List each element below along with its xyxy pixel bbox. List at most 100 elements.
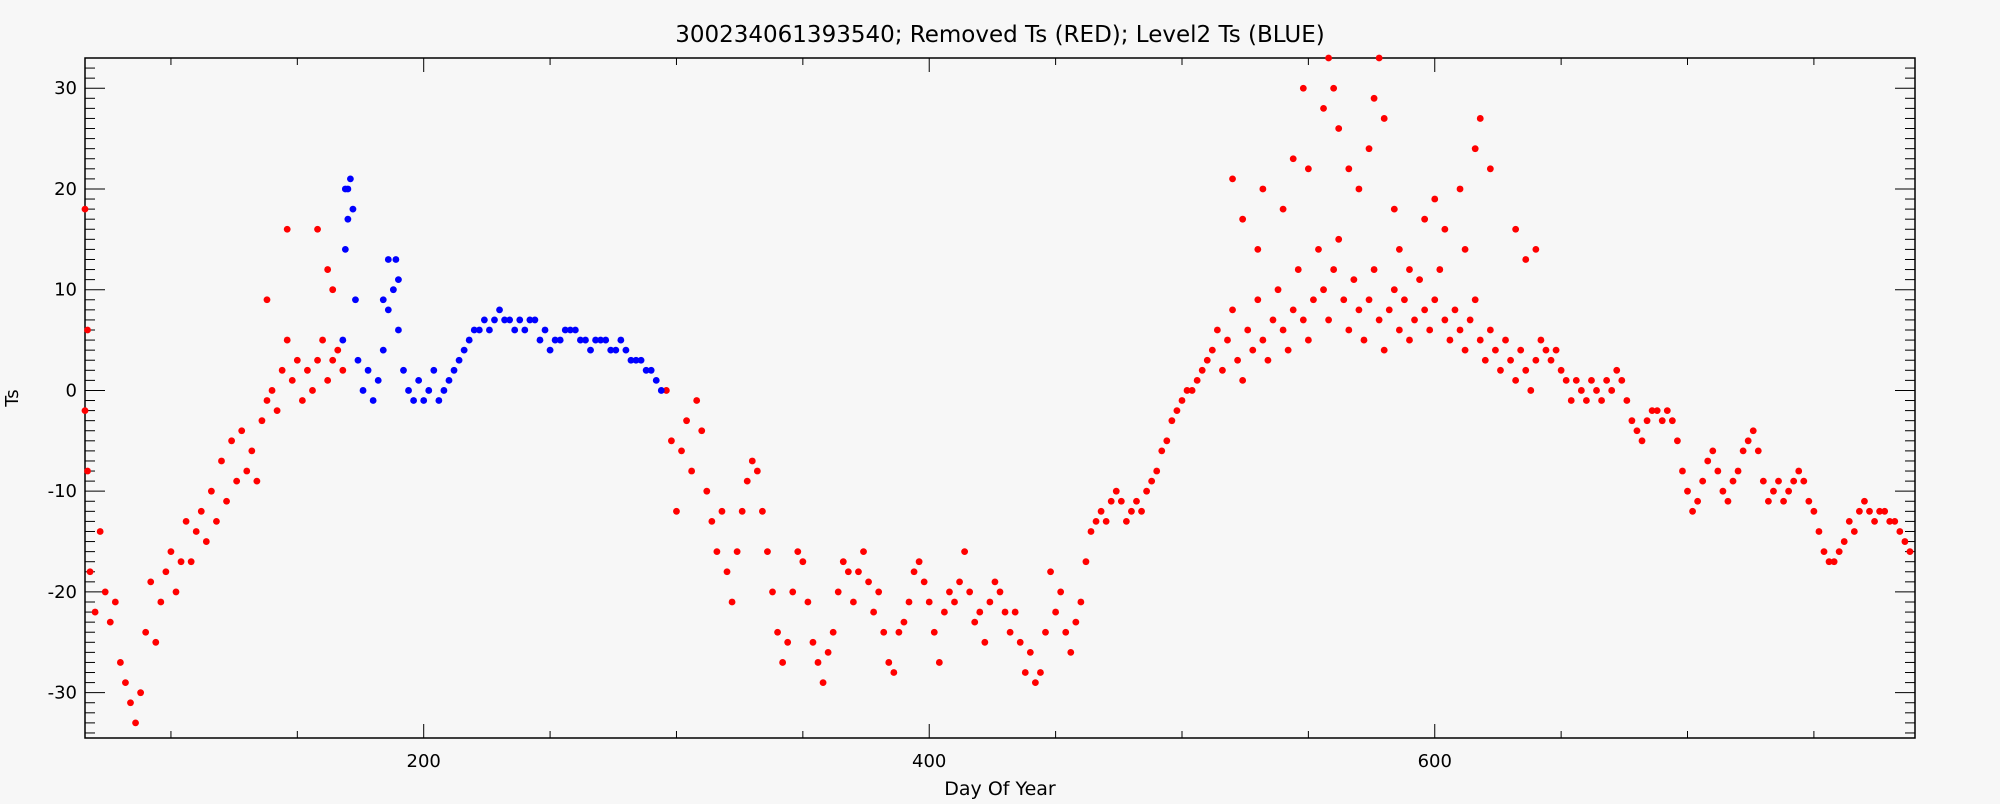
data-point bbox=[1764, 497, 1772, 505]
data-point bbox=[283, 336, 291, 344]
data-point bbox=[440, 387, 448, 394]
data-point bbox=[1537, 336, 1545, 344]
data-point bbox=[1143, 487, 1151, 495]
data-point bbox=[1431, 296, 1439, 304]
data-point bbox=[1623, 397, 1631, 404]
data-point bbox=[1380, 346, 1388, 354]
data-point bbox=[1042, 628, 1049, 636]
data-point bbox=[1653, 407, 1661, 414]
data-point bbox=[1840, 538, 1848, 545]
data-point bbox=[1325, 54, 1332, 62]
data-point bbox=[218, 457, 225, 465]
data-point bbox=[1532, 246, 1540, 253]
data-point bbox=[556, 336, 564, 344]
data-point bbox=[324, 266, 332, 273]
data-point bbox=[192, 528, 200, 535]
data-point bbox=[571, 326, 579, 334]
data-point bbox=[263, 397, 271, 404]
data-point bbox=[652, 376, 660, 384]
data-point bbox=[1572, 376, 1580, 384]
data-point bbox=[925, 598, 933, 606]
data-point bbox=[1395, 246, 1403, 253]
data-point bbox=[1618, 376, 1626, 384]
data-point bbox=[1345, 326, 1353, 334]
data-point bbox=[1350, 276, 1358, 284]
data-point bbox=[1476, 115, 1484, 122]
data-point bbox=[1835, 548, 1843, 556]
data-point bbox=[1390, 205, 1398, 213]
data-point bbox=[339, 336, 347, 344]
data-point bbox=[1355, 185, 1363, 193]
x-axis-label: Day Of Year bbox=[944, 778, 1056, 800]
data-point bbox=[1092, 518, 1100, 525]
data-point bbox=[364, 366, 372, 374]
data-point bbox=[1436, 266, 1444, 273]
data-point bbox=[1532, 356, 1540, 364]
data-point bbox=[1421, 306, 1429, 314]
data-point bbox=[1492, 346, 1499, 354]
data-point bbox=[1704, 457, 1712, 465]
data-point bbox=[379, 346, 387, 354]
data-point bbox=[1461, 246, 1469, 253]
data-point bbox=[1744, 437, 1752, 445]
data-point bbox=[1825, 558, 1833, 566]
data-point bbox=[1795, 467, 1803, 475]
data-point bbox=[839, 558, 847, 566]
data-point bbox=[1289, 155, 1297, 163]
data-point bbox=[657, 387, 665, 394]
data-point bbox=[1770, 487, 1777, 495]
data-point bbox=[951, 598, 958, 606]
data-point bbox=[1026, 648, 1034, 656]
data-point bbox=[132, 719, 139, 727]
data-point bbox=[607, 346, 615, 354]
data-point bbox=[804, 598, 812, 606]
data-point bbox=[1234, 356, 1241, 364]
data-point bbox=[1638, 437, 1646, 445]
data-point bbox=[1299, 84, 1307, 92]
data-point bbox=[834, 588, 842, 596]
data-point bbox=[1107, 497, 1115, 505]
data-point bbox=[1375, 316, 1383, 324]
data-point bbox=[1598, 397, 1605, 404]
data-point bbox=[688, 467, 696, 475]
data-point bbox=[374, 376, 382, 384]
data-point bbox=[1011, 608, 1019, 616]
series-0 bbox=[81, 54, 1914, 727]
data-point bbox=[491, 316, 498, 324]
data-point bbox=[789, 588, 797, 596]
data-point bbox=[1714, 467, 1722, 475]
data-point bbox=[622, 346, 630, 354]
data-point bbox=[1345, 165, 1353, 173]
data-point bbox=[1830, 558, 1838, 566]
data-point bbox=[1699, 477, 1707, 485]
data-point bbox=[157, 598, 165, 606]
data-point bbox=[81, 407, 89, 414]
data-point bbox=[172, 588, 180, 596]
data-point bbox=[1583, 397, 1590, 404]
data-point bbox=[946, 588, 953, 596]
data-point bbox=[1335, 235, 1343, 243]
data-point bbox=[678, 447, 685, 455]
data-point bbox=[1264, 356, 1272, 364]
data-point bbox=[966, 588, 974, 596]
data-point bbox=[392, 256, 400, 263]
data-point bbox=[1588, 376, 1595, 384]
axis-ticks: 200 400 600 -30 -20 -10 0 10 20 30 bbox=[48, 57, 1915, 772]
data-point bbox=[779, 659, 787, 666]
data-point bbox=[1719, 487, 1727, 495]
data-point bbox=[1643, 417, 1651, 425]
data-point bbox=[344, 215, 352, 223]
data-point bbox=[293, 356, 301, 364]
data-point bbox=[597, 336, 605, 344]
data-point bbox=[738, 507, 746, 515]
data-point bbox=[516, 316, 524, 324]
data-point bbox=[1193, 376, 1201, 384]
data-point bbox=[1001, 608, 1009, 616]
data-point bbox=[359, 387, 367, 394]
data-point bbox=[1411, 316, 1418, 324]
series-1 bbox=[339, 175, 665, 404]
data-point bbox=[1481, 356, 1489, 364]
data-point bbox=[425, 387, 433, 394]
data-point bbox=[496, 306, 503, 314]
data-point bbox=[1112, 487, 1120, 495]
